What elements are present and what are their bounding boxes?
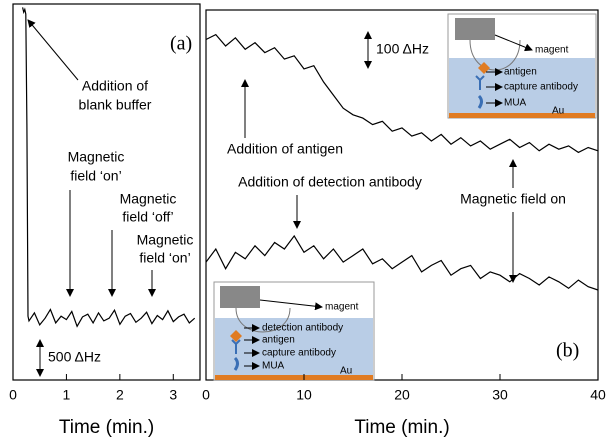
arrow [27,19,79,81]
inset-label: MUA [504,98,527,109]
annotation: field ‘off’ [122,209,173,225]
annotation: field ‘on’ [70,168,121,184]
x-tick-label: 3 [169,387,177,403]
scale-bar-label: 500 ΔHz [48,349,101,365]
annotation: Magnetic [137,232,194,248]
annotation: Magnetic [120,191,177,207]
x-tick-label: 20 [394,387,410,403]
inset-label: capture antibody [504,82,578,93]
trace [22,7,196,328]
x-axis-title: Time (min.) [59,417,154,438]
panel-label: (b) [556,340,579,362]
annotation: Addition of [82,78,148,94]
x-tick-label: 40 [590,387,606,403]
inset-label: antigen [504,67,537,78]
trace [205,33,599,154]
annotation: field ‘on’ [139,250,190,266]
x-axis-title: Time (min.) [354,417,449,438]
inset-label: Au [340,366,352,377]
inset: magent detection antibody antigen captur… [213,281,375,381]
scale-bar-label: 100 ΔHz [376,41,429,57]
inset-label: capture antibody [262,348,336,359]
plot-frame [12,3,201,381]
inset-label: antigen [262,335,295,346]
inset: magent antigen capture antibody MUA Au [447,13,597,119]
inset-label: MUA [262,361,285,372]
x-tick-label: 30 [492,387,508,403]
trace [205,234,599,291]
annotation: Magnetic field on [460,191,566,207]
panel-label: (a) [170,33,192,55]
x-tick-label: 10 [296,387,312,403]
annotation: Addition of antigen [227,141,343,157]
x-tick-label: 2 [116,387,124,403]
annotation: blank buffer [79,97,152,113]
inset-label: detection antibody [262,323,343,334]
inset-label: magent [325,302,359,313]
inset-label: magent [535,45,569,56]
x-tick-label: 0 [9,387,17,403]
x-tick-label: 0 [202,387,210,403]
annotation: Addition of detection antibody [238,174,422,190]
x-tick-label: 1 [63,387,71,403]
annotation: Magnetic [68,149,125,165]
inset-label: Au [552,106,564,117]
